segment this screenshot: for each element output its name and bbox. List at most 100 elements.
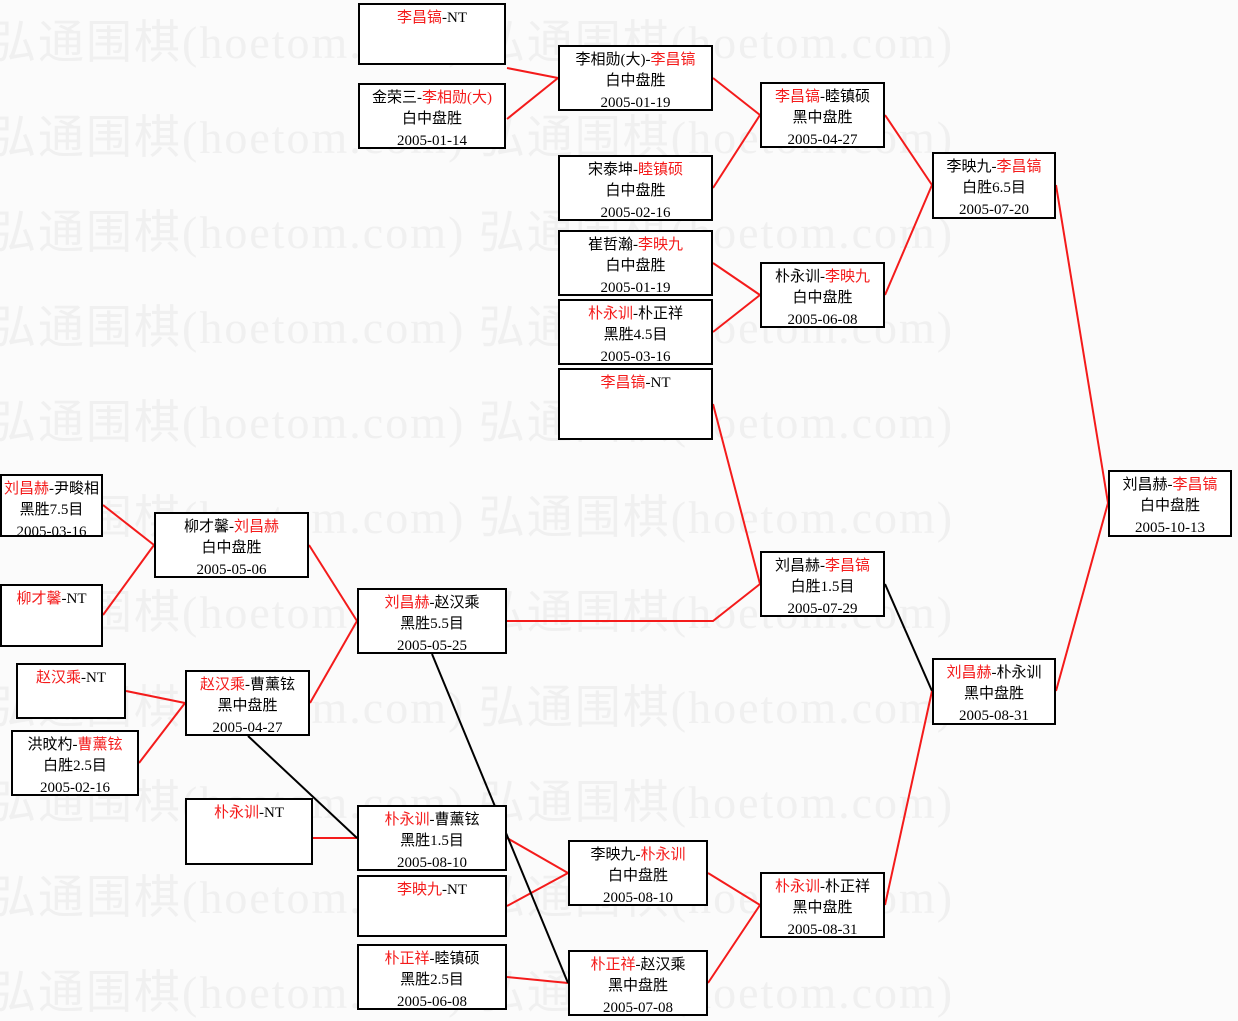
bracket-connector (712, 403, 761, 585)
match-box[interactable]: 崔哲瀚-李映九 白中盘胜 2005-01-19 (558, 230, 713, 296)
player-separator: - (417, 90, 422, 106)
player-separator: - (72, 737, 78, 753)
player-two: 睦镇硕 (434, 951, 480, 967)
match-box[interactable]: 刘昌赫-朴永训 黑中盘胜 2005-08-31 (932, 658, 1056, 725)
player-two: 李昌镐 (650, 52, 696, 68)
match-players: 刘昌赫-尹畯相 (2, 479, 101, 500)
player-one: 洪旼杓 (27, 737, 73, 753)
bracket-connector (712, 114, 761, 189)
match-box[interactable]: 柳才馨-NT (0, 584, 103, 647)
match-box[interactable]: 朴正祥-睦镇硕 黑胜2.5目 2005-06-08 (357, 944, 507, 1010)
match-result: 黑胜5.5目 (400, 616, 464, 633)
player-two: NT (86, 670, 106, 686)
player-separator: - (820, 269, 825, 285)
match-box[interactable]: 朴永训-朴正祥 黑胜4.5目 2005-03-16 (558, 299, 713, 365)
match-date: 2005-08-10 (397, 854, 467, 871)
player-one: 刘昌赫 (1122, 477, 1168, 493)
match-players: 李昌镐-NT (360, 8, 504, 29)
match-date: 2005-02-16 (600, 204, 671, 221)
match-result: 黑中盘胜 (792, 110, 853, 127)
player-one: 李昌镐 (600, 375, 646, 391)
bracket-connector (884, 114, 933, 186)
player-two: 李映九 (825, 269, 871, 285)
bracket-connector (138, 702, 186, 764)
match-result: 黑中盘胜 (963, 686, 1024, 703)
match-box[interactable]: 李相勋(大)-李昌镐 白中盘胜 2005-01-19 (558, 45, 713, 111)
player-separator: - (820, 89, 825, 105)
player-separator: - (429, 595, 435, 611)
player-two: 朴正祥 (825, 879, 871, 895)
player-one: 朴永训 (587, 306, 633, 322)
player-separator: - (820, 558, 825, 574)
match-box[interactable]: 金荣三-李相勋(大) 白中盘胜 2005-01-14 (358, 83, 506, 149)
match-box[interactable]: 李昌镐-NT (558, 368, 713, 440)
match-box[interactable]: 朴正祥-赵汉乘 黑中盘胜 2005-07-08 (568, 950, 708, 1016)
match-box[interactable]: 朴永训-李映九 白中盘胜 2005-06-08 (760, 262, 885, 328)
match-box[interactable]: 朴永训-朴正祥 黑中盘胜 2005-08-31 (760, 872, 885, 938)
player-separator: - (635, 847, 641, 863)
bracket-connector (506, 837, 569, 874)
match-date: 2005-05-25 (397, 637, 467, 654)
match-box[interactable]: 赵汉乘-曹薰铉 黑中盘胜 2005-04-27 (185, 670, 310, 736)
match-players: 李昌镐-睦镇硕 (762, 87, 883, 108)
match-box[interactable]: 李昌镐-NT (358, 3, 506, 65)
match-box[interactable]: 李映九-NT (357, 875, 507, 937)
player-one: 朴永训 (774, 269, 820, 285)
bracket-connector (308, 544, 358, 622)
player-two: 赵汉乘 (640, 957, 686, 973)
match-box[interactable]: 刘昌赫-李昌镐白中盘胜 2005-10-13 (1108, 470, 1232, 537)
bracket-connector (884, 583, 933, 692)
player-two: 曹薰铉 (77, 737, 123, 753)
match-box[interactable]: 李昌镐-睦镇硕 黑中盘胜 2005-04-27 (760, 82, 885, 148)
match-box[interactable]: 李映九-李昌镐 白胜6.5目 2005-07-20 (932, 152, 1056, 219)
match-players: 李映九-李昌镐 (934, 157, 1054, 178)
player-two: 李昌镐 (1172, 477, 1218, 493)
match-box[interactable]: 洪旼杓-曹薰铉 白胜2.5目 2005-02-16 (11, 730, 139, 796)
player-one: 赵汉乘 (199, 677, 245, 693)
match-result: 白中盘胜 (1139, 498, 1200, 515)
match-box[interactable]: 朴永训-曹薰铉 黑胜1.5目 2005-08-10 (357, 805, 507, 871)
bracket-connector (506, 976, 569, 984)
bracket-connector (309, 620, 358, 704)
watermark-text: 弘通围棋(hoetom.com) 弘通围棋(hoetom.com) (0, 587, 955, 638)
match-date: 2005-06-08 (397, 993, 467, 1010)
bracket-connector (506, 67, 559, 79)
match-result: 黑胜4.5目 (603, 327, 668, 344)
match-box[interactable]: 柳才馨-刘昌赫 白中盘胜 2005-05-06 (154, 512, 309, 578)
match-players: 朴永训-NT (187, 803, 311, 824)
match-box[interactable]: 刘昌赫-尹畯相 黑胜7.5目 2005-03-16 (0, 474, 103, 540)
match-box[interactable]: 刘昌赫-赵汉乘黑胜5.5目 2005-05-25 (357, 588, 507, 654)
player-two: NT (650, 375, 671, 391)
player-one: 崔哲瀚 (587, 237, 633, 253)
match-result: 白胜1.5目 (790, 579, 855, 596)
player-two: NT (447, 10, 467, 26)
match-result: 黑中盘胜 (792, 900, 853, 917)
match-box[interactable]: 李映九-朴永训 白中盘胜 2005-08-10 (568, 840, 708, 906)
match-players: 宋泰坤-睦镇硕 (560, 160, 711, 181)
match-box[interactable]: 刘昌赫-李昌镐 白胜1.5目 2005-07-29 (760, 551, 885, 617)
match-box[interactable]: 朴永训-NT (185, 798, 313, 865)
match-result: 白中盘胜 (605, 183, 666, 200)
bracket-connector (125, 690, 186, 704)
player-two: NT (66, 591, 87, 607)
bracket-connector (712, 262, 761, 296)
player-one: 赵汉乘 (35, 670, 81, 686)
player-two: 赵汉乘 (434, 595, 480, 611)
player-separator: - (1167, 477, 1173, 493)
match-players: 洪旼杓-曹薰铉 (13, 735, 137, 756)
match-box[interactable]: 宋泰坤-睦镇硕白中盘胜 2005-02-16 (558, 155, 713, 221)
match-players: 赵汉乘-曹薰铉 (187, 675, 308, 696)
player-two: 李昌镐 (825, 558, 871, 574)
match-result: 黑胜1.5目 (400, 833, 464, 850)
player-separator: - (61, 591, 67, 607)
match-box[interactable]: 赵汉乘-NT (16, 663, 126, 719)
match-date: 2005-03-16 (600, 348, 671, 365)
match-players: 李昌镐-NT (560, 373, 711, 394)
bracket-connector (712, 77, 761, 116)
match-date: 2005-10-13 (1135, 519, 1205, 536)
match-players: 朴正祥-睦镇硕 (359, 949, 505, 970)
match-date: 2005-01-19 (600, 279, 671, 296)
bracket-connector (506, 872, 569, 907)
player-one: 刘昌赫 (384, 595, 430, 611)
match-date: 2005-07-20 (959, 201, 1029, 218)
